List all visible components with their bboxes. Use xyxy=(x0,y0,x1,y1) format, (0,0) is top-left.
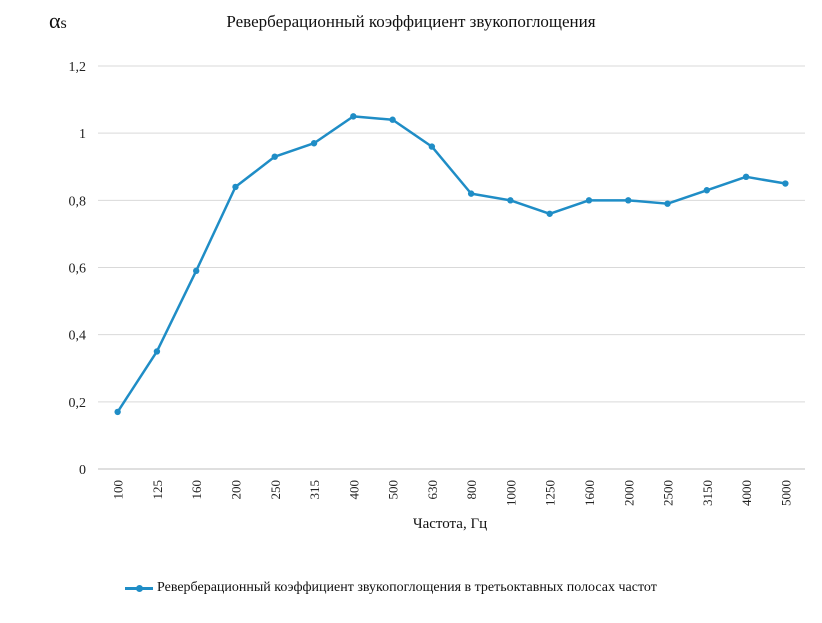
data-point xyxy=(192,267,200,275)
x-axis-label: Частота, Гц xyxy=(412,516,488,532)
x-tick-label: 3150 xyxy=(700,480,715,506)
x-tick-label: 630 xyxy=(425,480,440,500)
x-tick-label: 400 xyxy=(346,480,361,500)
data-point xyxy=(153,348,161,355)
y-tick-label: 0,8 xyxy=(69,194,87,209)
y-tick-label: 1,2 xyxy=(69,60,87,75)
y-axis-symbol-subscript: s xyxy=(60,15,67,32)
chart-legend: Реверберационный коэффициент звукопоглощ… xyxy=(125,580,657,596)
data-point xyxy=(703,187,711,194)
data-point xyxy=(585,197,593,204)
data-point xyxy=(664,200,671,207)
x-tick-label: 800 xyxy=(464,480,479,500)
x-tick-label: 1250 xyxy=(543,480,558,506)
y-tick-label: 0 xyxy=(79,463,86,478)
x-tick-label: 200 xyxy=(228,480,243,500)
x-tick-label: 315 xyxy=(307,480,322,500)
y-tick-label: 0,6 xyxy=(69,262,87,277)
series-line xyxy=(116,115,786,413)
x-tick-label: 500 xyxy=(386,480,401,500)
x-tick-label: 5000 xyxy=(778,480,793,506)
data-point xyxy=(742,173,750,181)
chart-title: Реверберационный коэффициент звукопоглощ… xyxy=(226,12,596,31)
y-tick-label: 1 xyxy=(79,127,86,142)
x-tick-label: 1000 xyxy=(503,480,518,506)
legend-marker-icon xyxy=(125,582,153,594)
y-axis-symbol-alpha: α xyxy=(49,8,61,33)
x-tick-label: 4000 xyxy=(739,480,754,506)
data-point xyxy=(232,183,239,191)
data-point xyxy=(546,210,553,217)
x-tick-label: 2500 xyxy=(661,480,676,506)
data-point xyxy=(507,197,514,204)
x-tick-label: 100 xyxy=(111,480,126,500)
data-point xyxy=(625,197,632,204)
data-point xyxy=(428,143,436,150)
x-tick-label: 160 xyxy=(189,480,204,500)
y-axis-symbol: αs xyxy=(49,8,67,34)
y-tick-label: 0,2 xyxy=(69,396,87,411)
x-tick-label: 1600 xyxy=(582,480,597,506)
x-tick-label: 250 xyxy=(268,480,283,500)
data-point xyxy=(114,408,121,416)
x-tick-label: 125 xyxy=(150,480,165,500)
data-point xyxy=(467,190,475,197)
legend-label: Реверберационный коэффициент звукопоглощ… xyxy=(157,580,657,595)
data-point xyxy=(271,153,278,160)
data-point xyxy=(782,180,789,187)
x-tick-label: 2000 xyxy=(621,480,636,506)
data-point xyxy=(350,113,357,120)
y-tick-label: 0,4 xyxy=(69,329,87,344)
data-point xyxy=(310,140,318,147)
data-point xyxy=(389,116,396,123)
